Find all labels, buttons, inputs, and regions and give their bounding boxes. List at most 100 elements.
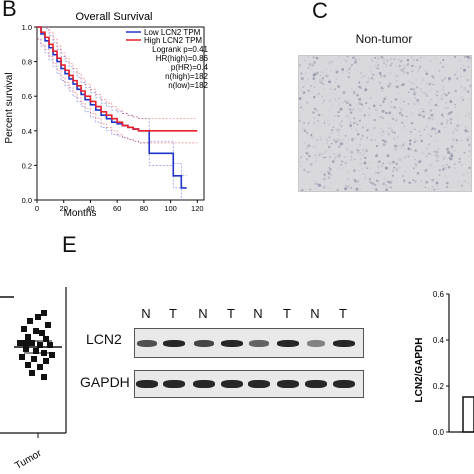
ihc-cell — [352, 63, 354, 65]
ihc-cell — [347, 68, 350, 71]
ihc-cell — [319, 138, 322, 140]
scatter-point — [21, 326, 27, 332]
ihc-cell — [404, 170, 407, 173]
ihc-cell — [455, 70, 458, 74]
ihc-cell — [340, 120, 343, 122]
ihc-cell — [316, 183, 319, 185]
ihc-cell — [400, 109, 403, 112]
ihc-cell — [307, 123, 310, 125]
ihc-cell — [469, 130, 471, 133]
ihc-cell — [407, 155, 410, 158]
lcn2-bar-chart: LCN2/GAPDH 0.0 0.2 0.4 0.6 — [414, 290, 474, 437]
ihc-cell — [306, 170, 309, 174]
ihc-cell — [399, 144, 401, 146]
blot-lane-label: T — [227, 306, 235, 321]
ihc-cell — [422, 110, 424, 113]
ihc-cell — [424, 186, 427, 188]
ihc-cell — [399, 158, 402, 161]
ihc-cell — [462, 64, 465, 67]
ihc-cell — [387, 84, 391, 88]
ihc-cell — [315, 108, 317, 111]
scatter-point — [31, 356, 37, 362]
scatter-point — [37, 342, 43, 348]
blot-band — [163, 339, 185, 347]
ihc-cell — [436, 122, 439, 125]
ihc-cell — [464, 74, 467, 77]
ihc-cell — [344, 100, 346, 102]
ihc-cell — [403, 125, 406, 128]
ihc-cell — [328, 172, 331, 175]
ihc-cell — [378, 160, 382, 164]
ihc-cell — [311, 145, 313, 148]
ihc-cell — [400, 68, 404, 72]
ihc-cell — [381, 109, 385, 113]
ihc-cell — [413, 138, 417, 142]
bar-y-tick-label: 0.2 — [433, 382, 445, 391]
ihc-cell — [379, 116, 382, 118]
ihc-cell — [376, 136, 379, 138]
ihc-cell — [336, 130, 339, 133]
ihc-cell — [324, 75, 326, 77]
ihc-cell — [440, 85, 442, 87]
ihc-cell — [304, 71, 308, 75]
ihc-cell — [362, 90, 365, 93]
ihc-cell — [382, 58, 386, 62]
ihc-cell — [306, 157, 308, 160]
ihc-cell — [347, 170, 350, 173]
ihc-cell — [375, 154, 379, 158]
ihc-cell — [352, 122, 356, 125]
ihc-cell — [344, 162, 347, 164]
ihc-cell — [334, 157, 337, 159]
blot-lane-label: N — [253, 306, 263, 321]
ihc-cell — [369, 70, 373, 73]
ihc-cell — [376, 56, 379, 58]
ihc-cell — [453, 56, 457, 59]
ihc-cell — [342, 138, 344, 141]
ihc-cell — [329, 87, 332, 90]
survival-ci-line — [37, 26, 198, 120]
ihc-cell — [415, 78, 418, 81]
ihc-cell — [382, 143, 386, 146]
blot-band — [193, 339, 215, 347]
ihc-cell — [403, 71, 406, 74]
x-tick-label: 40 — [86, 204, 94, 213]
ihc-cell — [437, 148, 440, 150]
ihc-cell — [317, 113, 321, 117]
ihc-cell — [412, 179, 414, 181]
ihc-cell — [440, 139, 442, 141]
ihc-cell — [412, 60, 415, 63]
ihc-cell — [305, 177, 307, 180]
ihc-cell — [430, 153, 432, 155]
survival-series-line — [37, 26, 198, 132]
ihc-cell — [385, 95, 387, 98]
ihc-cell — [361, 153, 365, 156]
ihc-cell — [456, 77, 459, 80]
ihc-cell — [436, 94, 439, 97]
ihc-cell — [325, 176, 328, 179]
ihc-cell — [373, 79, 375, 81]
ihc-cell — [435, 181, 439, 185]
ihc-cell — [395, 74, 399, 78]
ihc-cell — [421, 108, 425, 111]
ihc-cell — [311, 64, 313, 67]
blot-band — [221, 339, 243, 347]
ihc-cell — [464, 114, 468, 118]
ihc-cell — [370, 77, 373, 80]
blot-band — [193, 380, 215, 388]
ihc-cell — [464, 129, 467, 132]
ihc-cell — [383, 177, 386, 180]
ihc-cell — [316, 109, 318, 112]
ihc-cell — [416, 162, 419, 165]
ihc-cell — [316, 71, 319, 74]
ihc-cell — [409, 139, 412, 142]
ihc-cell — [299, 97, 302, 100]
ihc-cell — [339, 107, 343, 111]
ihc-cell — [360, 72, 362, 74]
ihc-cell — [339, 153, 342, 156]
ihc-cell — [346, 115, 349, 117]
ihc-cell — [389, 71, 392, 75]
ihc-cell — [381, 165, 383, 167]
blot-band — [277, 339, 299, 347]
ihc-cell — [367, 162, 370, 164]
scatter-point — [25, 362, 31, 368]
